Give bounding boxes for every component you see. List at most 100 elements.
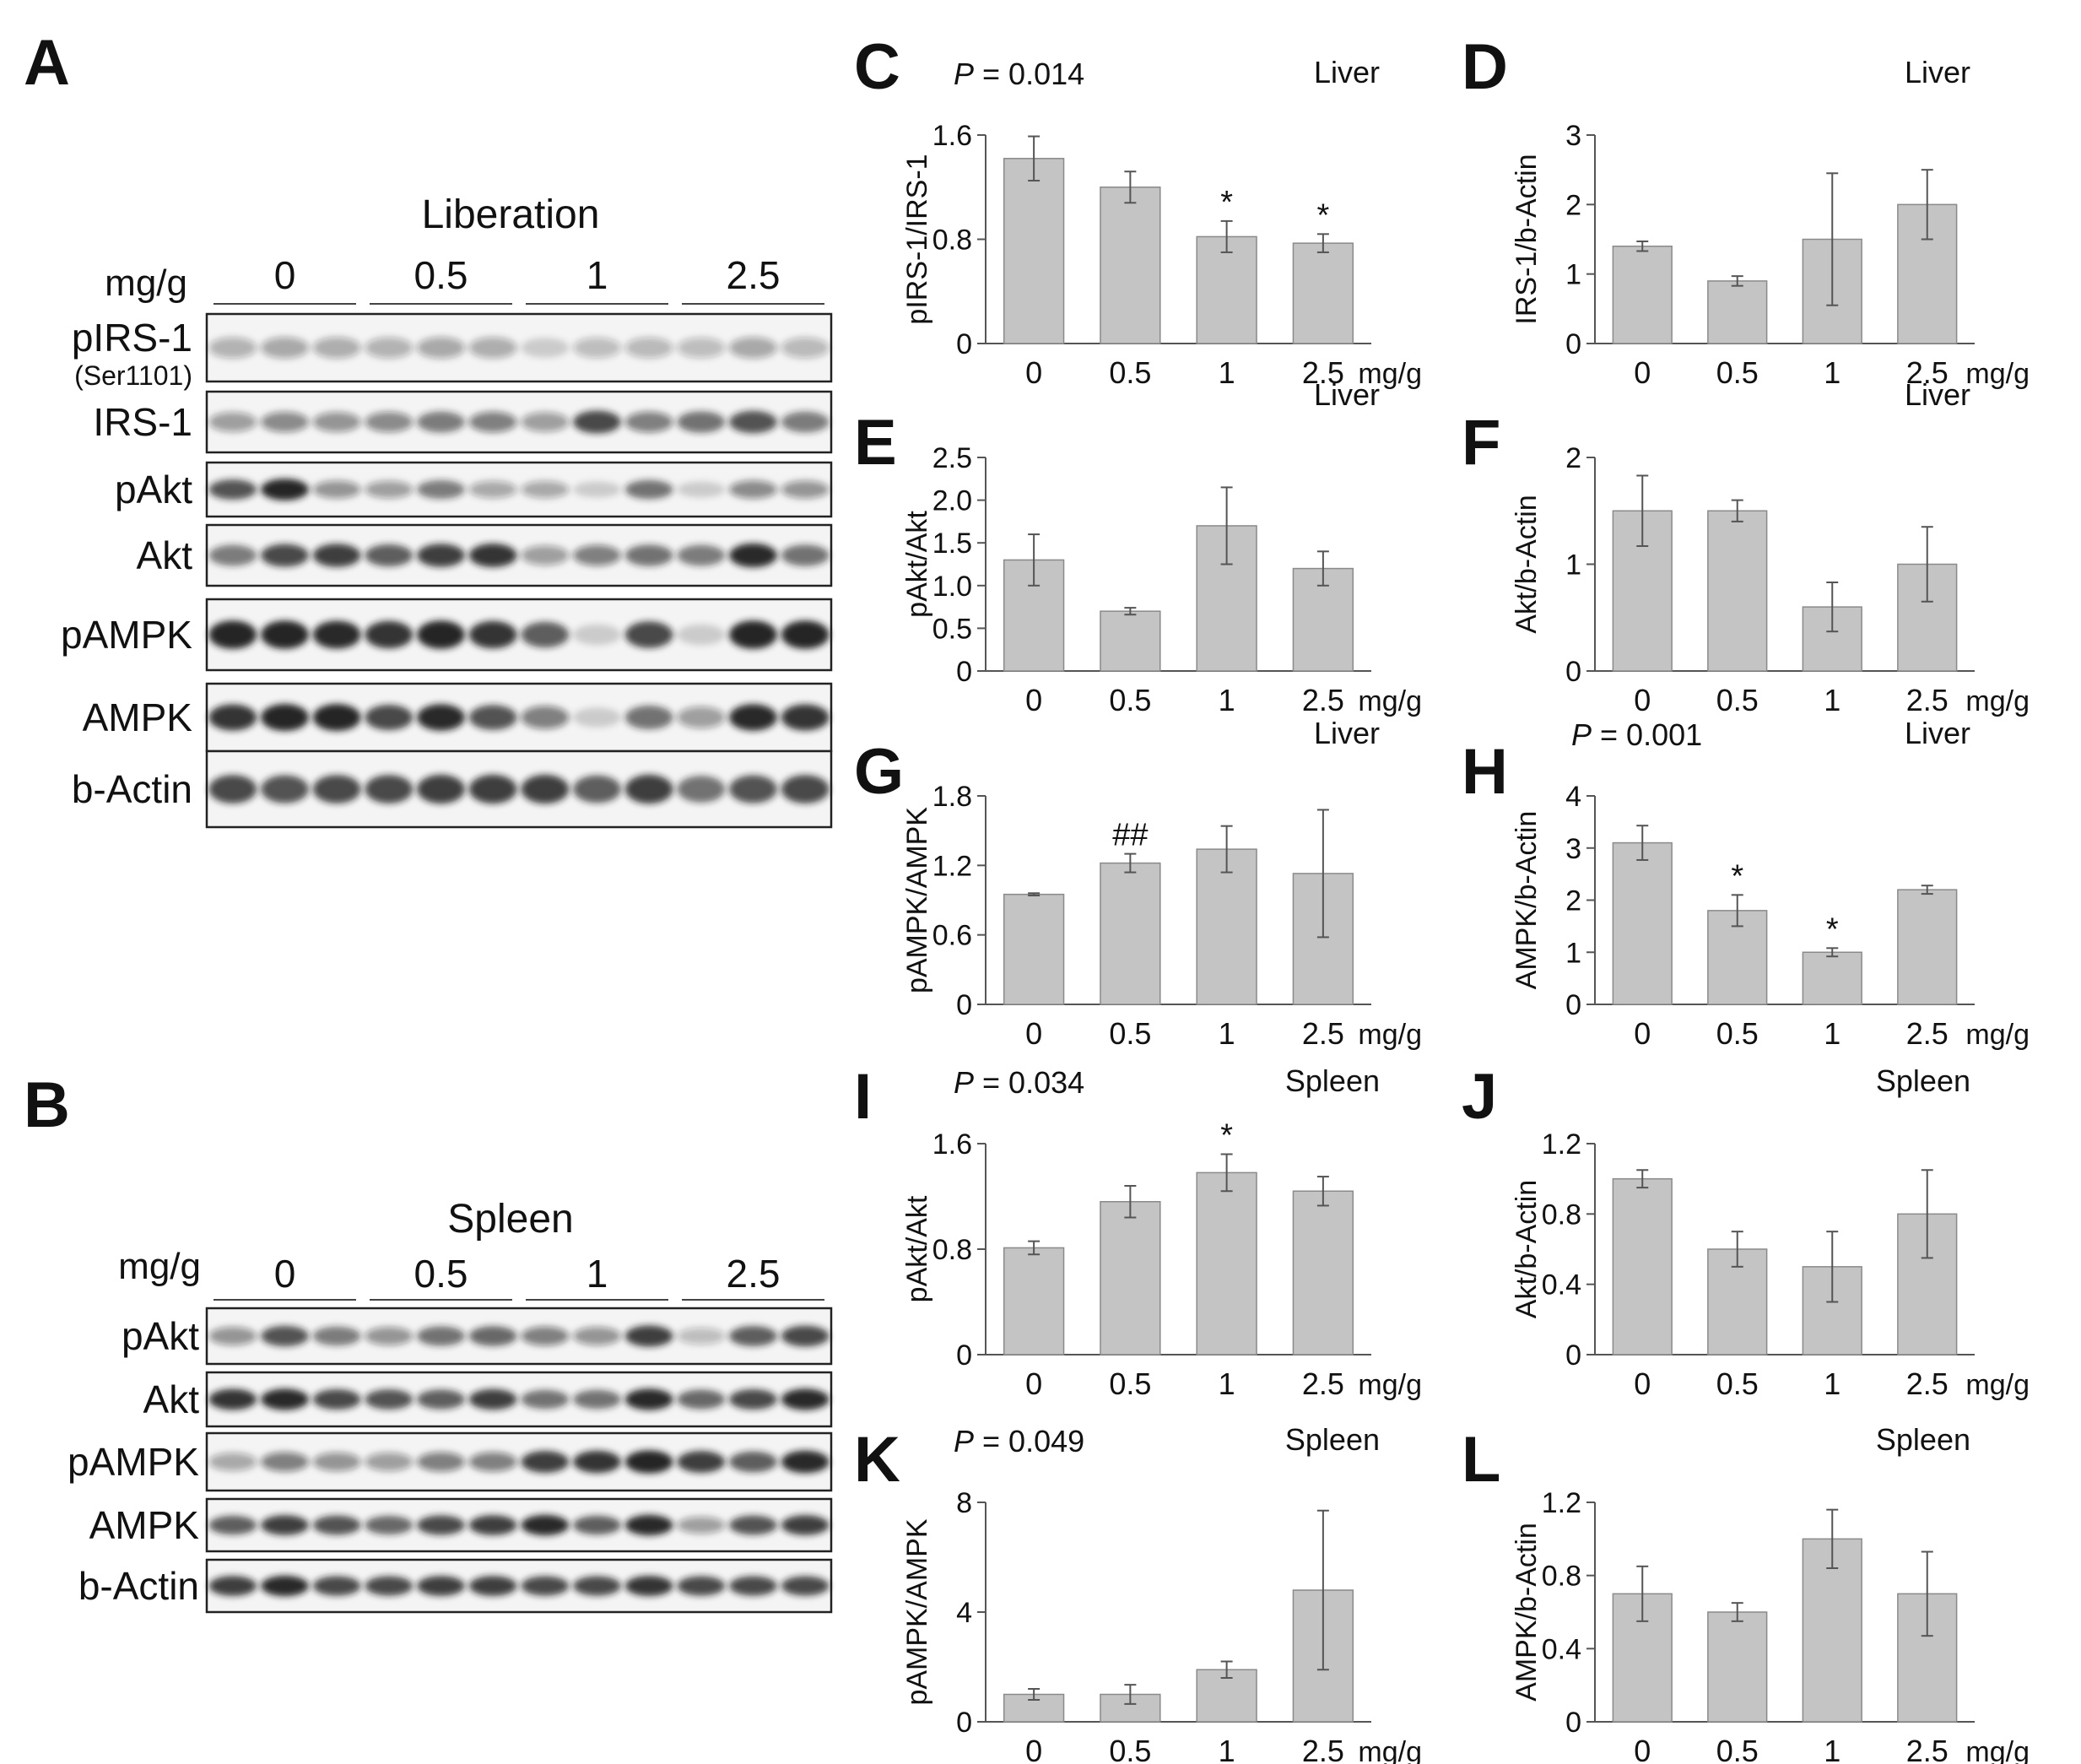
blot-lane: b-Actin [72, 749, 833, 829]
y-tick-label: 0 [1565, 328, 1581, 360]
bar [1612, 841, 1673, 1005]
blot-band [312, 620, 361, 649]
x-tick-label: 1 [1824, 683, 1840, 717]
blot-dose-label: 0.5 [414, 253, 468, 297]
blot-lane: b-Actin [78, 1558, 833, 1614]
blot-band [261, 1388, 309, 1410]
blot-lane-label: pIRS-1 [72, 316, 192, 360]
blot-title: Spleen [447, 1197, 573, 1242]
y-tick-label: 0 [956, 656, 972, 688]
blot-panel-a: A Liberation mg/g 0 0.5 1 2.5 pIRS-1(Ser1101) IR… [24, 27, 833, 829]
x-axis-unit: mg/g [1358, 1369, 1422, 1401]
blot-band [624, 411, 673, 433]
blot-band [521, 545, 570, 565]
x-tick-label: 1 [1219, 1734, 1235, 1764]
blot-band [521, 412, 570, 432]
y-axis-label: AMPK/b-Actin [1511, 1523, 1543, 1702]
x-tick-label: 1 [1824, 1734, 1840, 1764]
x-tick-label: 0.5 [1716, 683, 1759, 717]
chart-tissue-title: Spleen [1285, 1063, 1380, 1098]
blot-band [365, 1327, 413, 1345]
p-symbol: P [954, 1424, 974, 1458]
p-symbol: P [954, 57, 974, 91]
blot-band [521, 1576, 570, 1596]
blot-band [417, 1326, 465, 1346]
blot-band [624, 774, 673, 804]
bar [1100, 187, 1161, 344]
p-value-text: = 0.014 [974, 57, 1084, 91]
bar [1100, 862, 1161, 1005]
y-tick-label: 1 [1565, 549, 1581, 582]
x-axis-unit: mg/g [1965, 358, 2030, 390]
blot-lane-label: pAMPK [61, 613, 192, 657]
blot-band [677, 776, 726, 803]
blot-band [468, 480, 517, 499]
blot-band [677, 1517, 726, 1534]
blot-lane: Akt [137, 523, 833, 587]
x-tick-label: 0.5 [1109, 1016, 1151, 1051]
western-blot-panels: A Liberation mg/g 0 0.5 1 2.5 pIRS-1(Ser1101) IR… [24, 27, 833, 1614]
y-tick-label: 2 [1565, 189, 1581, 221]
x-tick-label: 2.5 [1906, 683, 1949, 717]
blot-band [573, 1576, 621, 1596]
x-tick-label: 1 [1219, 683, 1235, 717]
blot-band [261, 411, 309, 433]
bar [1707, 510, 1768, 672]
bar [1707, 1611, 1768, 1723]
x-tick-label: 0.5 [1109, 1366, 1151, 1401]
blot-band [677, 624, 726, 646]
blot-band [417, 704, 465, 731]
y-tick-label: 0.4 [1542, 1269, 1581, 1301]
blot-band [365, 620, 413, 649]
x-tick-label: 0 [1634, 1366, 1651, 1401]
panel-letter-a: A [24, 27, 70, 99]
significance-mark: * [1220, 185, 1233, 220]
panel-letter-j: J [1462, 1061, 1497, 1133]
x-axis-unit: mg/g [1965, 1369, 2030, 1401]
blot-band [208, 1388, 257, 1410]
significance-mark: * [1220, 1118, 1233, 1154]
blot-unit-label: mg/g [118, 1246, 201, 1287]
bar [1897, 889, 1958, 1005]
x-tick-label: 2.5 [1906, 1016, 1949, 1051]
blot-lane-label: AMPK [83, 695, 193, 739]
blot-band [729, 1325, 777, 1347]
bar-chart-panel-e: E Liver pAkt/Akt 0 0.5 1.0 1.5 2.0 2.5 0 0.5 1 2.5 mg… [854, 377, 1422, 717]
y-tick-label: 1.8 [932, 781, 972, 813]
blot-band [365, 1576, 413, 1596]
blot-band [468, 544, 517, 567]
bar-chart-panel-c: C Liver P = 0.014 pIRS-1/IRS-1 0 0.8 1.6 0 0.5 * 1… [854, 31, 1422, 390]
y-tick-label: 1.6 [932, 120, 972, 152]
blot-band [781, 480, 830, 499]
blot-band [468, 1326, 517, 1346]
blot-dose-label: 2.5 [727, 253, 781, 297]
blot-band [781, 1515, 830, 1535]
blot-band [417, 1515, 465, 1535]
blot-band [677, 481, 726, 498]
blot-band [261, 704, 309, 731]
blot-band [365, 775, 413, 804]
blot-band [573, 775, 621, 804]
blot-band [312, 480, 361, 499]
blot-band [781, 704, 830, 731]
p-value-text: = 0.034 [974, 1065, 1084, 1100]
y-axis-label: pAkt/Akt [901, 1195, 933, 1302]
x-tick-label: 0 [1025, 1016, 1042, 1051]
p-value-label: P = 0.014 [954, 57, 1084, 91]
y-tick-label: 0 [1565, 656, 1581, 688]
x-tick-label: 0.5 [1716, 1016, 1759, 1051]
y-tick-label: 1.2 [1542, 1128, 1581, 1161]
bar [1003, 559, 1065, 672]
panel-letter-c: C [854, 31, 900, 103]
x-tick-label: 1 [1824, 1016, 1840, 1051]
blot-lane-label: b-Actin [78, 1564, 199, 1608]
chart-tissue-title: Liver [1905, 55, 1970, 89]
blot-band [573, 624, 621, 646]
p-symbol: P [1571, 717, 1592, 752]
blot-band [208, 620, 257, 649]
blot-dose-label: 0.5 [414, 1252, 468, 1296]
p-value-text: = 0.001 [1592, 717, 1702, 752]
blot-band [261, 1515, 309, 1535]
x-tick-label: 1 [1824, 355, 1840, 390]
p-value-label: P = 0.034 [954, 1065, 1084, 1100]
